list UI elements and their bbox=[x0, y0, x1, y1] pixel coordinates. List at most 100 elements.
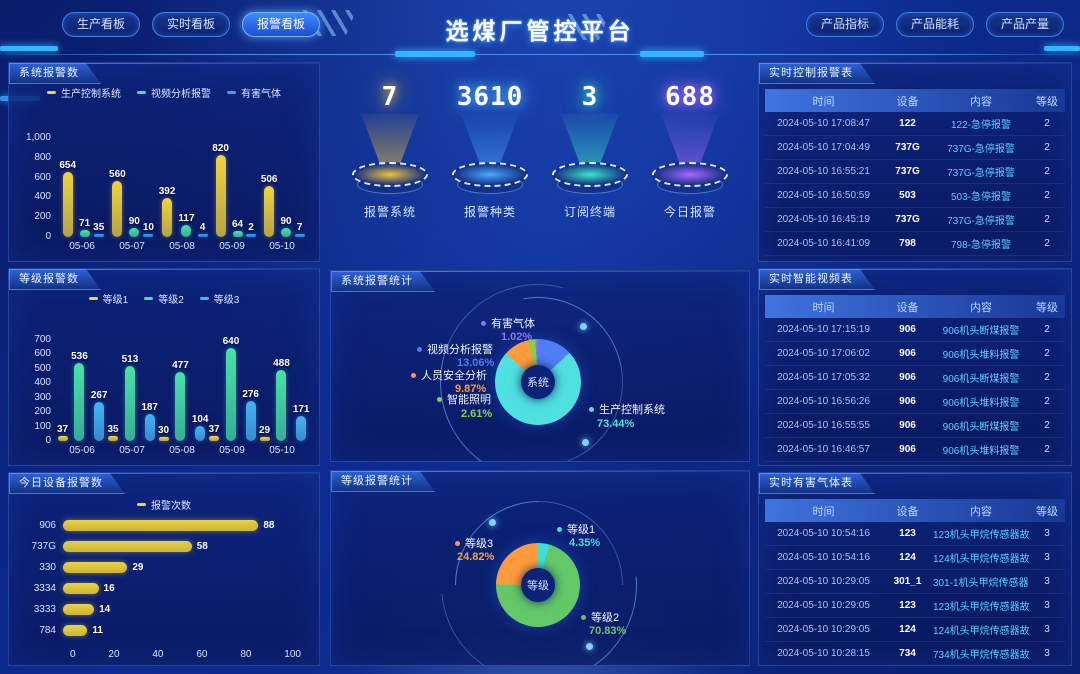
table-row[interactable]: 2024-05-10 17:04:49 737G 737G-急停报警 2 bbox=[765, 136, 1065, 160]
cell-level: 2 bbox=[1044, 324, 1050, 335]
legend-marker bbox=[199, 297, 209, 300]
panel-realtime-gas-table: 实时有害气体表 时间 设备 内容 等级 2024-05-10 10:54:16 123 12… bbox=[758, 472, 1072, 666]
pie-label-production-control[interactable]: 生产控制系统 bbox=[589, 401, 665, 417]
table-row[interactable]: 2024-05-10 16:45:19 737G 737G-急停报警 2 bbox=[765, 208, 1065, 232]
pie-label-personnel-safety[interactable]: 人员安全分析 bbox=[411, 367, 487, 383]
pie-label-level1[interactable]: 等级1 bbox=[557, 521, 595, 537]
legend-item-2[interactable]: 有害气体 bbox=[227, 85, 281, 100]
pie-label-level2[interactable]: 等级2 bbox=[581, 609, 619, 625]
cell-content: 737G-急停报警 bbox=[947, 144, 1015, 155]
pie-label-harmful-gas[interactable]: 有害气体 bbox=[481, 315, 535, 331]
cell-level: 3 bbox=[1044, 624, 1050, 635]
legend-dot bbox=[581, 614, 586, 620]
pie-pct-level1: 4.35% bbox=[569, 537, 601, 549]
table-row[interactable]: 2024-05-10 10:29:05 124 124机头甲烷传感器故障 3 bbox=[765, 618, 1065, 642]
nav-button-left-1[interactable]: 实时看板 bbox=[152, 12, 230, 37]
bar-wrap: 640 bbox=[223, 336, 239, 441]
nav-button-right-1[interactable]: 产品能耗 bbox=[896, 12, 974, 37]
cell-time: 2024-05-10 10:54:16 bbox=[777, 528, 870, 539]
pie-pct-level2: 70.83% bbox=[589, 625, 627, 637]
y-tick-label: 1,000 bbox=[25, 132, 51, 143]
legend-item-2[interactable]: 等级3 bbox=[199, 291, 239, 306]
nav-button-right-2[interactable]: 产品产量 bbox=[986, 12, 1064, 37]
cell-device: 503 bbox=[899, 190, 916, 201]
panel-title: 实时有害气体表 bbox=[769, 477, 853, 489]
cell-time: 2024-05-10 17:06:02 bbox=[777, 348, 870, 359]
y-tick-label: 200 bbox=[34, 406, 51, 418]
bar bbox=[79, 229, 90, 237]
bar-track: 29 bbox=[63, 562, 311, 573]
legend-marker bbox=[88, 297, 98, 300]
device-label: 330 bbox=[39, 562, 56, 573]
cell-device: 906 bbox=[899, 324, 916, 335]
bar-value-label: 392 bbox=[158, 185, 176, 197]
device-label: 906 bbox=[39, 520, 56, 531]
device-label: 737G bbox=[31, 541, 56, 552]
bar-wrap: 488 bbox=[273, 358, 290, 441]
level-alarm-donut: 等级 bbox=[496, 543, 580, 627]
table-row[interactable]: 2024-05-10 16:56:26 906 906机头堆料报警 2 bbox=[765, 390, 1065, 414]
panel-system-alarm-stats: 系统报警统计 系统 有害气体 1.02% 视频分析报警 13.06% 人员安全分… bbox=[330, 270, 750, 462]
table-row[interactable]: 2024-05-10 10:29:05 301_1 301-1机头甲烷传感器... 3 bbox=[765, 570, 1065, 594]
table-row[interactable]: 2024-05-10 10:29:05 123 123机头甲烷传感器故障 3 bbox=[765, 594, 1065, 618]
table-row[interactable]: 2024-05-10 17:06:02 906 906机头堆料报警 2 bbox=[765, 342, 1065, 366]
x-tick-label: 20 bbox=[108, 649, 120, 660]
nav-button-right-0[interactable]: 产品指标 bbox=[806, 12, 884, 37]
table-row[interactable]: 2024-05-10 17:05:32 906 906机头断煤报警 2 bbox=[765, 366, 1065, 390]
table-row[interactable]: 2024-05-10 17:08:47 122 122-急停报警 2 bbox=[765, 112, 1065, 136]
bar bbox=[232, 230, 243, 237]
bar-wrap: 30 bbox=[158, 425, 169, 441]
table-row[interactable]: 2024-05-10 10:54:16 124 124机头甲烷传感器故障 3 bbox=[765, 546, 1065, 570]
legend-item-0[interactable]: 报警次数 bbox=[137, 497, 191, 512]
column-header-0: 时间 bbox=[812, 301, 835, 314]
table-row[interactable]: 2024-05-10 16:46:57 906 906机头堆料报警 2 bbox=[765, 438, 1065, 462]
pie-label-smart-lighting[interactable]: 智能照明 bbox=[437, 391, 491, 407]
stat-label: 报警系统 bbox=[363, 205, 416, 219]
table-row[interactable]: 2024-05-10 16:55:55 906 906机头断煤报警 2 bbox=[765, 414, 1065, 438]
legend-item-0[interactable]: 等级1 bbox=[88, 291, 128, 306]
pie-pct-personnel-safety: 9.87% bbox=[455, 383, 487, 395]
bar bbox=[63, 562, 128, 573]
legend-dot bbox=[481, 320, 486, 326]
table-row[interactable]: 2024-05-10 16:50:59 503 503-急停报警 2 bbox=[765, 184, 1065, 208]
x-tick-label: 60 bbox=[196, 649, 208, 660]
pie-label-level3[interactable]: 等级3 bbox=[455, 535, 493, 551]
cell-device: 123 bbox=[899, 600, 916, 611]
nav-button-left-0[interactable]: 生产看板 bbox=[62, 12, 140, 37]
table-row[interactable]: 2024-05-10 10:54:16 123 123机头甲烷传感器故障 3 bbox=[765, 522, 1065, 546]
table-row[interactable]: 2024-05-10 17:15:19 906 906机头断煤报警 2 bbox=[765, 318, 1065, 342]
x-axis: 0 20 40 60 80 100 bbox=[70, 649, 301, 661]
cell-device: 737G bbox=[895, 214, 920, 225]
cell-time: 2024-05-10 10:28:15 bbox=[777, 648, 870, 659]
bar-group: 392 117 4 bbox=[159, 186, 208, 237]
cell-time: 2024-05-10 17:08:47 bbox=[777, 118, 870, 129]
cell-time: 2024-05-10 16:45:19 bbox=[777, 214, 870, 225]
cell-content: 906机头断煤报警 bbox=[942, 374, 1020, 385]
cell-content: 122-急停报警 bbox=[950, 120, 1011, 131]
pie-label-video-analysis[interactable]: 视频分析报警 bbox=[417, 341, 493, 357]
x-tick-label: 05-07 bbox=[119, 241, 145, 252]
table-row[interactable]: 2024-05-10 16:55:21 737G 737G-急停报警 2 bbox=[765, 160, 1065, 184]
bar-value-label: 117 bbox=[178, 213, 195, 225]
table-row[interactable]: 2024-05-10 16:41:09 798 798-急停报警 2 bbox=[765, 232, 1065, 256]
bar-wrap: 267 bbox=[91, 390, 108, 441]
legend-item-1[interactable]: 视频分析报警 bbox=[137, 85, 211, 100]
cell-level: 2 bbox=[1044, 214, 1050, 225]
bar-wrap: 560 bbox=[109, 169, 126, 237]
page-title: 选煤厂管控平台 bbox=[445, 18, 635, 44]
nav-button-left-2[interactable]: 报警看板 bbox=[242, 12, 320, 37]
bar-value-label: 4 bbox=[199, 222, 206, 233]
panel-level-alarm-count: 等级报警数 等级1 等级2 等级3 700 600 500 400 300 200 100 0 37 5… bbox=[8, 268, 320, 466]
cell-content: 906机头断煤报警 bbox=[942, 326, 1020, 337]
legend-item-1[interactable]: 等级2 bbox=[144, 291, 184, 306]
table-row[interactable]: 2024-05-10 16:46:23906906机头断煤报警2 bbox=[765, 462, 1065, 465]
bar-value-label: 276 bbox=[242, 388, 259, 400]
bar bbox=[276, 369, 287, 441]
bar-wrap: 506 bbox=[261, 174, 278, 237]
y-tick-label: 700 bbox=[34, 334, 51, 345]
cell-level: 2 bbox=[1044, 238, 1050, 249]
table-row[interactable]: 2024-05-10 10:28:15 734 734机头甲烷传感器故障 3 bbox=[765, 642, 1065, 665]
panel-title-tab: 系统报警数 bbox=[9, 63, 101, 84]
legend-item-0[interactable]: 生产控制系统 bbox=[47, 85, 121, 100]
